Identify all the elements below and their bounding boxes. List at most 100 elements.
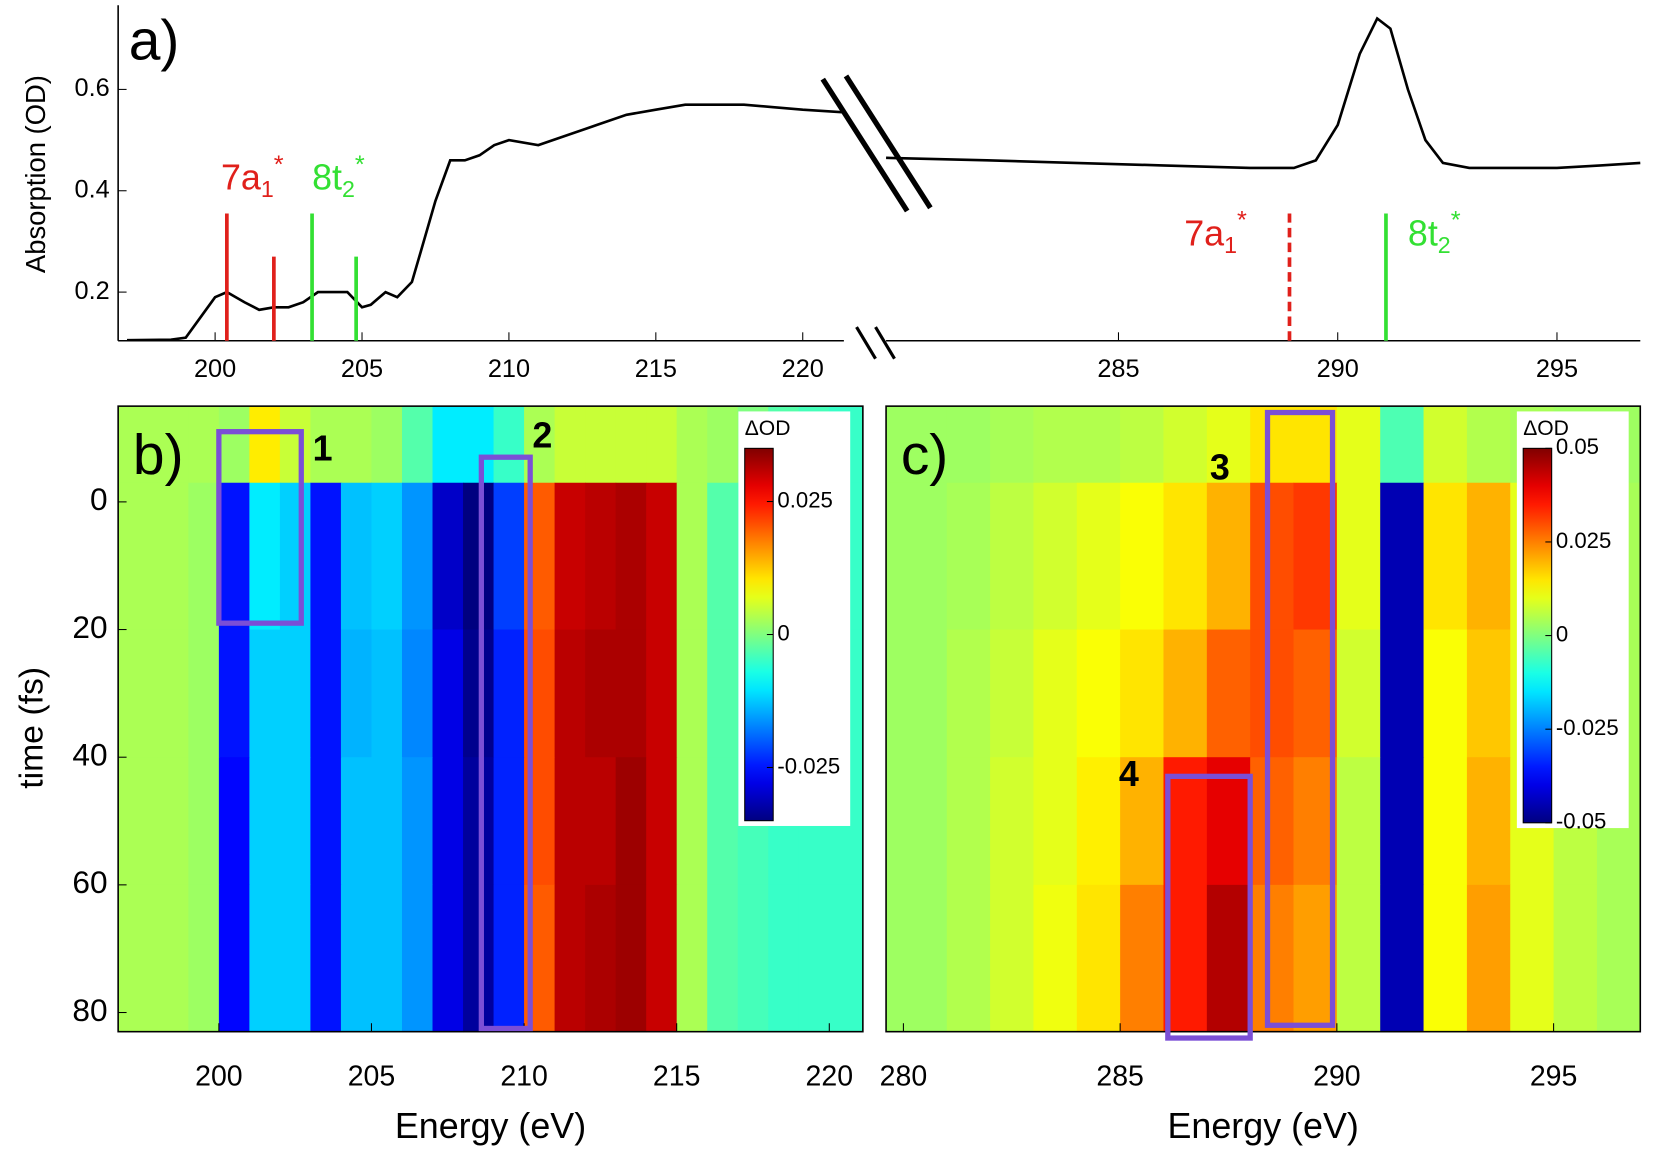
transition-label: 7a1* <box>221 151 284 203</box>
heatmap-cell <box>615 482 647 631</box>
heatmap-cell <box>646 629 678 758</box>
heatmap-cell <box>401 406 434 484</box>
heatmap-cell <box>371 884 403 1033</box>
heatmap-cell <box>1466 482 1511 631</box>
transition-label-part: 2 <box>1438 232 1451 258</box>
heatmap-cell <box>554 884 586 1033</box>
heatmap-cell <box>1510 884 1555 1033</box>
heatmap-cell <box>1163 406 1208 484</box>
heatmap-cell <box>1120 629 1165 758</box>
y-tick-label: 0.2 <box>75 277 110 305</box>
transition-label-part: * <box>274 151 284 179</box>
heatmap-cell <box>493 482 525 631</box>
heatmap-cell <box>1206 482 1251 631</box>
heatmap-cell <box>432 629 464 758</box>
heatmap-cell <box>401 884 434 1033</box>
heatmap-cell <box>886 757 948 886</box>
heatmap-cell <box>554 482 586 631</box>
heatmap-cell <box>188 482 220 631</box>
heatmap-cell <box>1380 629 1425 758</box>
heatmap-cell <box>432 757 464 886</box>
transition-label: 7a1* <box>1184 206 1247 258</box>
heatmap-cell <box>768 884 800 1033</box>
heatmap-cell <box>1423 482 1468 631</box>
heatmap-cell <box>157 482 189 631</box>
heatmap-cell <box>463 482 495 631</box>
region-box <box>1165 773 1253 1041</box>
plot-frame <box>885 405 1642 1033</box>
heatmap-cell <box>157 629 189 758</box>
heatmap-cell <box>676 406 708 484</box>
heatmap-cell <box>340 757 372 886</box>
heatmap-cell <box>310 884 342 1033</box>
heatmap-cell <box>1076 406 1121 484</box>
heatmap-cell <box>707 884 739 1033</box>
heatmap-cell <box>886 482 948 631</box>
heatmap-cell <box>188 406 220 484</box>
x-tick-label: 215 <box>635 355 677 383</box>
y-tick-label: 40 <box>72 737 107 773</box>
transition-label-part: 1 <box>261 176 274 202</box>
heatmap-cell <box>646 406 678 484</box>
heatmap-cell <box>371 629 403 758</box>
heatmap-cell <box>1250 629 1295 758</box>
heatmap-cell <box>1076 629 1121 758</box>
heatmap-cell <box>1206 629 1251 758</box>
heatmap-cell <box>585 406 617 484</box>
heatmap-cell <box>218 406 250 484</box>
heatmap-cell <box>432 406 464 484</box>
colorbar-tick-label: 0.025 <box>777 487 832 512</box>
heatmap-cell <box>946 406 991 484</box>
heatmap-cell <box>1466 406 1511 484</box>
heatmap-cell <box>585 482 617 631</box>
heatmap-cell <box>463 884 495 1033</box>
y-tick-label: 0.6 <box>75 74 110 102</box>
heatmap-cell <box>463 406 495 484</box>
heatmap-cell <box>1380 884 1425 1033</box>
heatmap-cell <box>218 884 250 1033</box>
heatmap-cell <box>1033 884 1078 1033</box>
x-tick-label: 285 <box>1096 1061 1144 1093</box>
heatmap-cell <box>371 482 403 631</box>
heatmap-cell <box>218 757 250 886</box>
heatmap-cell <box>432 482 464 631</box>
heatmap-cell <box>493 884 525 1033</box>
heatmap-cell <box>1336 629 1381 758</box>
x-axis-label: Energy (eV) <box>1168 1106 1359 1146</box>
heatmap-cell <box>676 757 708 886</box>
heatmap-cell <box>157 884 189 1033</box>
colorbar-tick-label: 0.025 <box>1556 528 1611 553</box>
heatmap-cell <box>886 406 948 484</box>
y-tick-label: 0.4 <box>75 175 110 203</box>
heatmap-cell <box>676 482 708 631</box>
heatmap-cell <box>340 629 372 758</box>
heatmap-cell <box>188 629 220 758</box>
transition-label-part: * <box>1451 206 1461 234</box>
heatmap-cell <box>1076 482 1121 631</box>
heatmap-cell <box>707 757 739 886</box>
heatmap-cell <box>676 884 708 1033</box>
heatmap-cell <box>1120 482 1165 631</box>
panel-label: a) <box>129 8 180 72</box>
heatmap-cell <box>1423 757 1468 886</box>
heatmap-cell <box>118 629 159 758</box>
region-label: 3 <box>1210 447 1230 487</box>
heatmap-cell <box>118 757 159 886</box>
heatmap-cell <box>157 757 189 886</box>
heatmap-cell <box>310 629 342 758</box>
heatmap-cell <box>554 629 586 758</box>
heatmap-cell <box>1466 884 1511 1033</box>
x-tick-label: 210 <box>500 1061 548 1093</box>
heatmap-cell <box>493 629 525 758</box>
heatmap-cell <box>1033 406 1078 484</box>
colorbar-tick-label: -0.025 <box>1556 715 1619 740</box>
heatmap-cell <box>1250 757 1295 886</box>
heatmap-cell <box>1033 482 1078 631</box>
y-tick-label: 80 <box>72 992 107 1028</box>
heatmap-cell <box>1336 406 1381 484</box>
heatmap-cell <box>279 629 311 758</box>
x-tick-label: 205 <box>341 355 383 383</box>
x-tick-label: 290 <box>1313 1061 1361 1093</box>
heatmap-cell <box>340 482 372 631</box>
heatmap-cell <box>1250 482 1295 631</box>
